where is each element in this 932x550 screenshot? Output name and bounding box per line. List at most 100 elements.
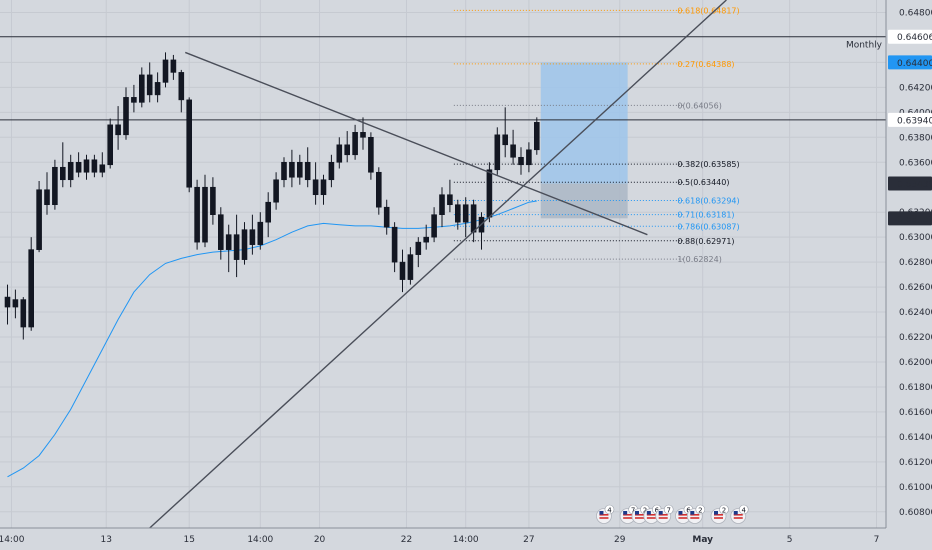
candle [320,174,327,205]
candle-body [399,261,406,280]
candle-body [486,169,493,218]
candle [139,67,145,108]
event-icon-stripe [690,514,700,516]
candle-body [202,186,208,243]
position-profit-zone[interactable] [540,62,628,184]
candle-body [447,194,453,206]
candle [75,152,82,178]
candle-body [352,132,358,156]
candle-body [494,134,501,171]
event-flag-icon[interactable]: 4 [730,504,749,524]
candle [454,199,461,230]
event-flag-icon[interactable]: 4 [596,504,615,524]
event-badge [738,504,749,515]
candle-body [383,206,390,228]
price-marker[interactable]: 0.64606 [888,29,932,44]
event-icon-stripe [599,517,609,519]
event-badge-count: 4 [742,506,747,514]
moving-average-line [7,200,537,478]
price-axis[interactable]: 0.648000.644000.642000.640000.638000.636… [885,0,932,528]
candle [273,172,279,210]
time-tick-label: 14:00 [0,535,25,545]
candle [281,157,287,188]
candle [375,167,382,215]
event-icon-stripe [658,514,668,516]
price-marker-label: 0.63430 [897,180,932,190]
candle [368,132,374,180]
fib-level-label: 1(0.62824) [677,255,721,264]
ascending-trendline[interactable] [149,0,727,529]
event-badge [695,504,706,515]
position-box[interactable] [540,62,628,219]
timeframe-label: Monthly [846,41,883,51]
candle [99,152,106,178]
candle [399,249,406,293]
event-icon-canton [658,511,663,515]
candle-body [75,161,82,173]
candle-body [502,134,509,146]
candle [344,131,351,163]
horizontal-levels[interactable]: Monthly [0,36,886,121]
candle [312,162,319,205]
fib-level-label: 0.5(0.63440) [677,178,729,187]
candle-body [83,159,90,173]
candle [210,177,216,225]
fibonacci-levels[interactable]: 0.618(0.64817) 0.27(0.64388) 0(0.64056) 0.3… [453,6,740,264]
candle [59,142,66,188]
price-marker[interactable]: 0.63430 [888,176,932,191]
price-marker[interactable]: 0.64400 [888,55,932,70]
candle-body [375,171,382,208]
candle [510,129,516,165]
event-flag-icon[interactable]: 7 [655,504,674,524]
candle [533,117,540,155]
event-icon-stripe [623,514,633,516]
time-tick-label: 15 [183,535,194,545]
candle-body [67,161,74,181]
event-icon-canton [678,511,683,515]
time-tick-label: May [692,535,713,545]
price-marker[interactable]: 0.63151 [888,211,932,226]
event-icon-stripe [714,517,723,519]
candle-body [289,161,295,178]
candle-body [115,124,121,136]
candle-body [36,189,42,250]
descending-trendline[interactable] [184,51,648,236]
event-icon-stripe [646,517,656,519]
candle [52,159,58,210]
price-marker[interactable]: 0.63940 [888,112,932,127]
event-icon-stripe [690,517,700,519]
candle-body [510,144,516,158]
price-marker-background [888,55,932,70]
candle-body [391,226,398,263]
event-flag-icon[interactable]: 2 [686,504,706,524]
candle [391,222,398,273]
candle-body [4,296,11,308]
time-tick-label: 29 [614,535,626,545]
candle [4,284,11,325]
event-icon-stripe [623,517,633,519]
candle-body [162,59,169,83]
candle [225,224,232,273]
candle [502,107,509,158]
candle [28,237,35,331]
candle-body [91,159,98,173]
price-marker-label: 0.64400 [897,59,932,69]
candle-body [368,137,374,173]
candle [186,97,192,193]
candle [518,147,524,175]
time-tick-label: 27 [523,535,534,545]
event-flag-icon[interactable]: 2 [710,504,729,524]
price-marker-background [888,211,932,226]
event-badge-count: 2 [722,506,726,514]
trendlines[interactable] [149,0,727,529]
candle-body [20,299,27,328]
time-tick-label: 5 [787,535,793,545]
candle [202,174,208,248]
